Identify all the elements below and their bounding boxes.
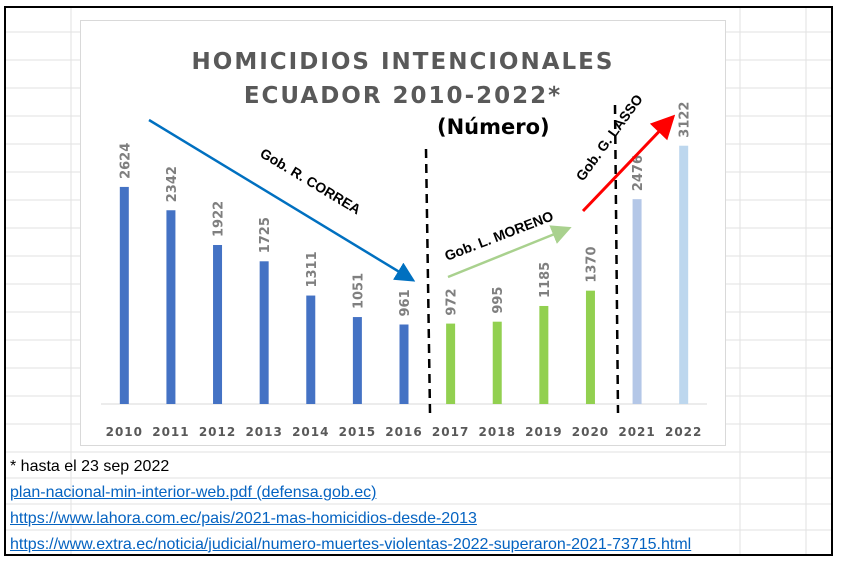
- divider-moreno-lasso: [613, 104, 620, 414]
- bar-2014: [306, 295, 316, 404]
- bar-2015: [352, 317, 362, 404]
- source-link-extra[interactable]: https://www.extra.ec/noticia/judicial/nu…: [10, 536, 692, 553]
- bar-value-2013: 1725: [258, 217, 273, 253]
- bar-value-2011: 2342: [165, 166, 180, 202]
- x-tick-2015: 2015: [339, 425, 376, 439]
- x-tick-2014: 2014: [292, 425, 329, 439]
- bar-2019: [539, 305, 549, 404]
- x-tick-2022: 2022: [665, 425, 702, 439]
- bar-value-2012: 1922: [212, 201, 227, 237]
- x-tick-2016: 2016: [385, 425, 422, 439]
- lasso-arrow: [581, 114, 676, 213]
- chart-area[interactable]: 2624 2342 1922 1725 1311 1051 961 972 995 1185 137…: [80, 20, 726, 446]
- bar-value-2018: 995: [491, 287, 506, 314]
- bar-value-2022: 3122: [678, 102, 693, 138]
- x-tick-2017: 2017: [432, 425, 469, 439]
- x-tick-2021: 2021: [618, 425, 655, 439]
- bar-value-2021: 2476: [631, 155, 646, 191]
- bar-2012: [213, 244, 223, 404]
- chart-title-line2: ECUADOR 2010-2022*: [243, 83, 563, 109]
- bar-value-2020: 1370: [584, 246, 599, 282]
- correa-arrow: [148, 118, 416, 282]
- bar-value-2019: 1185: [538, 262, 553, 298]
- bar-2020: [585, 290, 595, 404]
- bar-2018: [492, 321, 502, 404]
- bar-2011: [166, 210, 176, 404]
- bar-value-2014: 1311: [305, 251, 320, 287]
- chart-title-line1: HOMICIDIOS INTENCIONALES: [191, 49, 615, 75]
- x-tick-2020: 2020: [572, 425, 609, 439]
- bar-2017: [446, 323, 456, 404]
- bar-chart: 2624 2342 1922 1725 1311 1051 961 972 995 1185 137…: [101, 91, 707, 439]
- bar-value-2015: 1051: [351, 273, 366, 309]
- x-tick-2013: 2013: [245, 425, 282, 439]
- x-tick-2011: 2011: [152, 425, 189, 439]
- footnote: * hasta el 23 sep 2022: [10, 458, 170, 475]
- bar-2022: [679, 145, 689, 404]
- x-tick-2010: 2010: [106, 425, 143, 439]
- bar-2013: [259, 261, 269, 404]
- divider-correa-moreno: [424, 148, 432, 414]
- bar-2016: [399, 324, 409, 404]
- x-tick-2012: 2012: [199, 425, 236, 439]
- x-tick-2018: 2018: [479, 425, 516, 439]
- bar-value-2016: 961: [398, 289, 413, 316]
- source-link-defensa[interactable]: plan-nacional-min-interior-web.pdf (defe…: [10, 484, 377, 501]
- spreadsheet-frame: 2624 2342 1922 1725 1311 1051 961 972 995 1185 137…: [4, 6, 833, 556]
- annotation-correa: Gob. R. CORREA: [257, 145, 363, 218]
- bar-2021: [632, 199, 642, 404]
- bar-2010: [119, 186, 129, 404]
- chart-subtitle: (Número): [437, 115, 550, 139]
- source-link-lahora[interactable]: https://www.lahora.com.ec/pais/2021-mas-…: [10, 510, 477, 527]
- x-tick-2019: 2019: [525, 425, 562, 439]
- moreno-arrow: [447, 225, 572, 279]
- bar-value-2017: 972: [445, 288, 460, 315]
- bar-value-2010: 2624: [118, 143, 133, 179]
